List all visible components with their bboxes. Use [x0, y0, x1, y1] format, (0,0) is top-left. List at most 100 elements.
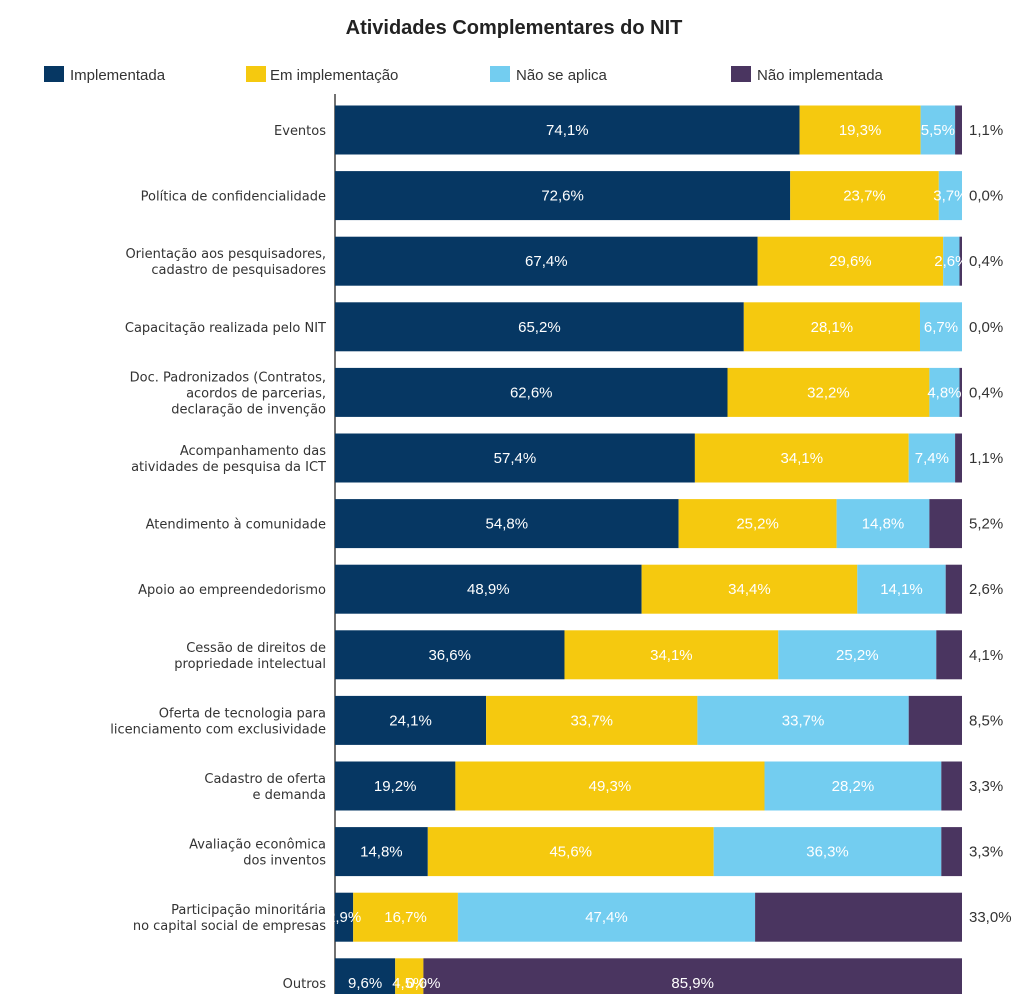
- value-label-implementada: 57,4%: [494, 450, 537, 467]
- bar-segment-em-implementacao: [641, 564, 858, 614]
- bar-segment-nao-implementada: [955, 433, 962, 483]
- category-label: Outros: [283, 977, 327, 992]
- legend-swatch-nao-se-aplica: [490, 66, 510, 82]
- bar-segment-nao-se-aplica: [764, 761, 942, 811]
- value-label-em-implementacao: 29,6%: [829, 253, 872, 270]
- value-label-nao-se-aplica: 6,7%: [924, 319, 958, 336]
- value-label-em-implementacao: 16,7%: [384, 909, 427, 926]
- category-label: Cessão de direitos de propriedade intelec…: [174, 641, 326, 672]
- bar-segment-implementada: [335, 892, 354, 942]
- value-label-nao-se-aplica: 28,2%: [832, 778, 875, 795]
- category-labels: Eventos Política de confidencialidade Orie…: [110, 124, 326, 992]
- category-label: Orientação aos pesquisadores, cadastro de…: [125, 247, 326, 278]
- bar-segment-nao-implementada: [929, 499, 962, 549]
- value-label-implementada: 9,6%: [348, 975, 382, 992]
- legend-label-implementada: Implementada: [70, 67, 166, 84]
- value-label-implementada: 14,8%: [360, 844, 403, 861]
- value-label-implementada: 2,9%: [327, 909, 361, 926]
- value-label-implementada: 36,6%: [428, 647, 471, 664]
- bar-segment-implementada: [335, 236, 758, 286]
- bar-segment-nao-implementada: [959, 367, 962, 417]
- value-label-implementada: 74,1%: [546, 122, 589, 139]
- category-label: Eventos: [274, 124, 326, 139]
- value-label-em-implementacao: 34,1%: [781, 450, 824, 467]
- bar-segment-nao-se-aplica: [713, 827, 942, 877]
- bar-segment-nao-implementada: [959, 236, 962, 286]
- value-label-nao-se-aplica: 2,6%: [934, 253, 968, 270]
- bar-segment-implementada: [335, 499, 679, 549]
- bar-segment-nao-implementada: [941, 827, 962, 877]
- category-label: Doc. Padronizados (Contratos, acordos de …: [130, 370, 326, 417]
- bar-segment-nao-implementada: [936, 630, 962, 680]
- value-label-nao-se-aplica: 5,5%: [921, 122, 955, 139]
- bar-segment-implementada: [335, 630, 565, 680]
- bar-segment-implementada: [335, 302, 744, 352]
- bar-segment-em-implementacao: [799, 105, 921, 155]
- side-labels: 1,1% 0,0% 0,4% 0,0% 0,4% 1,1% 5,2% 2,6% 4,1% 8,5%…: [969, 122, 1012, 926]
- value-label-em-implementacao: 19,3%: [839, 122, 882, 139]
- value-label-nao-implementada: 5,2%: [969, 516, 1003, 533]
- category-label: Avaliação econômica dos inventos: [189, 838, 326, 869]
- bar-segment-nao-implementada: [941, 761, 962, 811]
- value-label-nao-se-aplica: 33,7%: [782, 712, 825, 729]
- legend-swatch-em-implementacao: [246, 66, 266, 82]
- value-label-nao-implementada: 0,4%: [969, 253, 1003, 270]
- bar-segment-nao-implementada: [945, 564, 962, 614]
- bar-segment-em-implementacao: [743, 302, 920, 352]
- bar-segment-implementada: [335, 761, 456, 811]
- value-label-implementada: 24,1%: [389, 712, 432, 729]
- value-label-nao-se-aplica: 4,8%: [927, 384, 961, 401]
- bar-segment-nao-implementada: [908, 695, 962, 745]
- value-label-nao-implementada: 3,3%: [969, 844, 1003, 861]
- bar-segment-em-implementacao: [455, 761, 765, 811]
- value-label-implementada: 67,4%: [525, 253, 568, 270]
- value-label-em-implementacao: 32,2%: [807, 384, 850, 401]
- value-label-em-implementacao: 33,7%: [570, 712, 613, 729]
- value-label-nao-se-aplica: 36,3%: [806, 844, 849, 861]
- category-label: Capacitação realizada pelo NIT: [125, 321, 326, 336]
- value-label-em-implementacao: 34,1%: [650, 647, 693, 664]
- bar-segment-implementada: [335, 171, 791, 221]
- value-label-em-implementacao: 34,4%: [728, 581, 771, 598]
- value-label-nao-implementada: 8,5%: [969, 712, 1003, 729]
- value-label-nao-implementada: 1,1%: [969, 450, 1003, 467]
- chart-title: Atividades Complementares do NIT: [346, 17, 683, 39]
- value-label-em-implementacao: 45,6%: [549, 844, 592, 861]
- value-label-em-implementacao: 4,5%: [392, 975, 426, 992]
- bar-segment-nao-implementada: [955, 105, 962, 155]
- value-label-nao-se-aplica: 3,7%: [933, 188, 967, 205]
- bar-segment-nao-se-aplica: [457, 892, 756, 942]
- bar-segment-implementada: [335, 958, 396, 994]
- value-label-nao-implementada: 0,4%: [969, 384, 1003, 401]
- legend: Implementada Em implementação Não se aplic…: [44, 66, 884, 84]
- value-label-nao-implementada: 0,0%: [969, 319, 1003, 336]
- legend-swatch-nao-implementada: [731, 66, 751, 82]
- bar-segment-em-implementacao: [757, 236, 944, 286]
- value-label-nao-se-aplica: 14,8%: [862, 516, 905, 533]
- bar-segment-nao-se-aplica: [778, 630, 937, 680]
- bar-segment-nao-se-aplica: [943, 236, 960, 286]
- value-label-implementada: 54,8%: [486, 516, 529, 533]
- bar-segment-implementada: [335, 105, 800, 155]
- bar-segment-em-implementacao: [486, 695, 698, 745]
- value-labels: 74,1% 19,3% 5,5% 72,6% 23,7% 3,7% 67,4% 29,6% 2,…: [327, 122, 968, 992]
- value-label-nao-implementada: 85,9%: [671, 975, 714, 992]
- value-label-em-implementacao: 23,7%: [843, 188, 886, 205]
- bar-segment-em-implementacao: [395, 958, 424, 994]
- legend-label-nao-implementada: Não implementada: [757, 67, 884, 84]
- bar-segment-nao-se-aplica: [908, 433, 956, 483]
- category-label: Oferta de tecnologia para licenciamento c…: [110, 706, 326, 737]
- bar-segment-implementada: [335, 367, 728, 417]
- bar-segment-implementada: [335, 695, 487, 745]
- value-label-implementada: 72,6%: [541, 188, 584, 205]
- value-label-em-implementacao: 28,1%: [811, 319, 854, 336]
- value-label-em-implementacao: 49,3%: [589, 778, 632, 795]
- bar-segment-nao-se-aplica: [919, 302, 962, 352]
- value-label-implementada: 65,2%: [518, 319, 561, 336]
- category-label: Apoio ao empreendedorismo: [138, 583, 326, 598]
- legend-swatch-implementada: [44, 66, 64, 82]
- value-label-implementada: 19,2%: [374, 778, 417, 795]
- value-label-nao-implementada: 2,6%: [969, 581, 1003, 598]
- value-label-nao-implementada: 4,1%: [969, 647, 1003, 664]
- bar-segment-nao-se-aplica: [920, 105, 956, 155]
